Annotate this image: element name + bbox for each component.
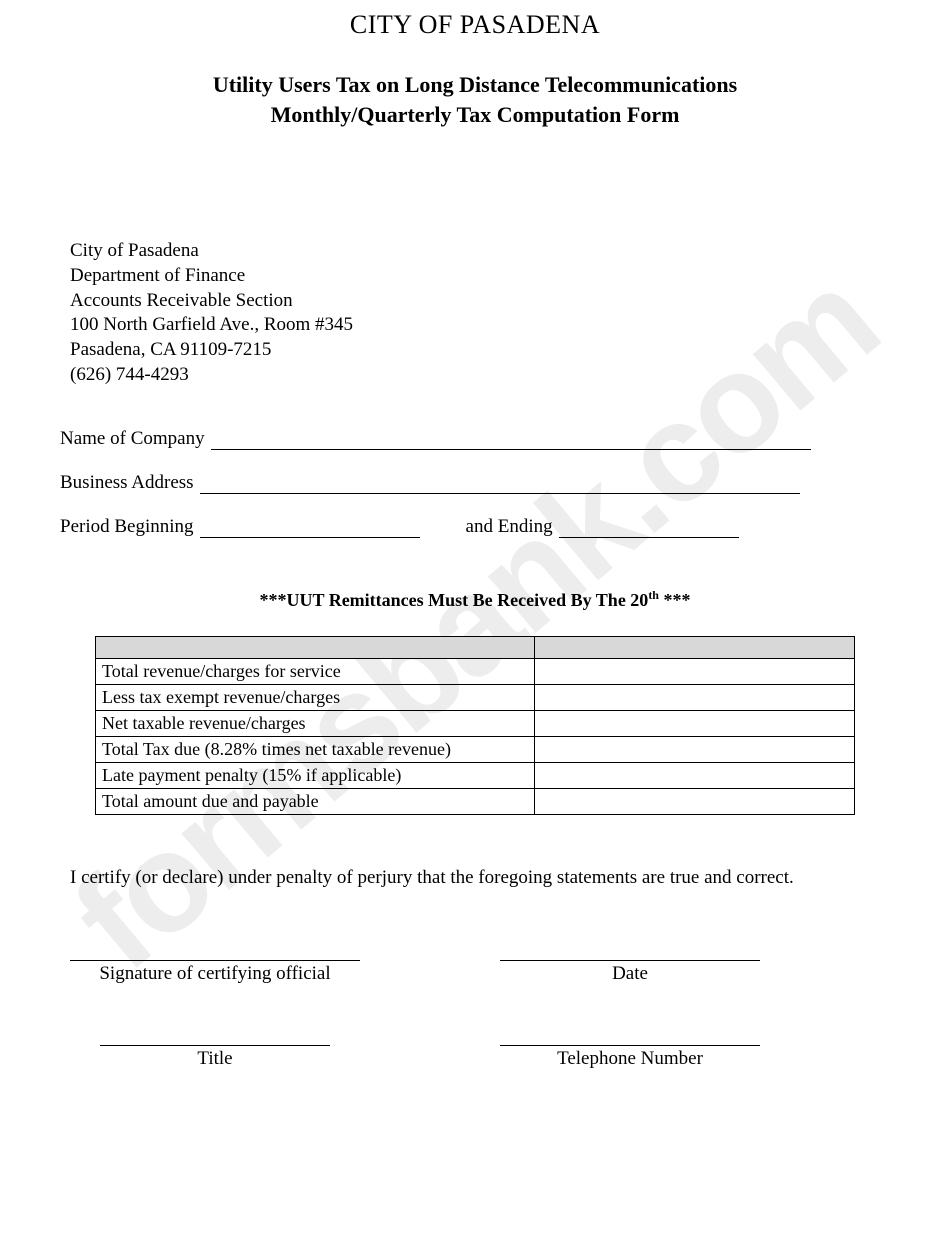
addr-line2: Department of Finance [70, 264, 890, 289]
row-value[interactable] [535, 736, 855, 762]
tax-table: Total revenue/charges for service Less t… [95, 636, 855, 815]
addr-line6: (626) 744-4293 [70, 363, 890, 388]
addr-line3: Accounts Receivable Section [70, 289, 890, 314]
table-header-1 [96, 636, 535, 658]
table-row: Total revenue/charges for service [96, 658, 855, 684]
addr-line4: 100 North Garfield Ave., Room #345 [70, 313, 890, 338]
form-fields: Name of Company Business Address Period … [60, 428, 890, 538]
row-label: Total Tax due (8.28% times net taxable r… [96, 736, 535, 762]
form-title: Utility Users Tax on Long Distance Telec… [60, 70, 890, 129]
notice-sup: th [648, 588, 659, 602]
table-row: Net taxable revenue/charges [96, 710, 855, 736]
phone-cell: Telephone Number [500, 1045, 760, 1070]
row-label: Total revenue/charges for service [96, 658, 535, 684]
row-value[interactable] [535, 788, 855, 814]
company-label: Name of Company [60, 428, 205, 450]
title-line2: Monthly/Quarterly Tax Computation Form [271, 102, 680, 127]
addr-line5: Pasadena, CA 91109-7215 [70, 338, 890, 363]
title-line1: Utility Users Tax on Long Distance Telec… [213, 72, 737, 97]
table-row: Less tax exempt revenue/charges [96, 684, 855, 710]
period-row: Period Beginning and Ending [60, 516, 890, 538]
addr-line1: City of Pasadena [70, 239, 890, 264]
company-row: Name of Company [60, 428, 890, 450]
table-header-row [96, 636, 855, 658]
title-label: Title [100, 1046, 330, 1070]
table-row: Total amount due and payable [96, 788, 855, 814]
business-address-label: Business Address [60, 472, 194, 494]
form-page: formsbank.com CITY OF PASADENA Utility U… [0, 0, 950, 1241]
title-cell: Title [100, 1045, 330, 1070]
period-begin-input-line[interactable] [200, 519, 420, 538]
table-row: Late payment penalty (15% if applicable) [96, 762, 855, 788]
notice-suffix: *** [659, 590, 691, 610]
sig-row-1: Signature of certifying official Date [70, 960, 880, 985]
business-address-input-line[interactable] [200, 475, 800, 494]
row-label: Total amount due and payable [96, 788, 535, 814]
date-cell: Date [500, 960, 760, 985]
company-input-line[interactable] [211, 431, 811, 450]
row-value[interactable] [535, 710, 855, 736]
notice-prefix: ***UUT Remittances Must Be Received By T… [260, 590, 649, 610]
remittance-notice: ***UUT Remittances Must Be Received By T… [60, 588, 890, 611]
org-title: CITY OF PASADENA [60, 10, 890, 40]
table-header-2 [535, 636, 855, 658]
content-wrapper: CITY OF PASADENA Utility Users Tax on Lo… [60, 10, 890, 1070]
row-value[interactable] [535, 762, 855, 788]
certification-text: I certify (or declare) under penalty of … [60, 865, 890, 891]
row-value[interactable] [535, 684, 855, 710]
sig-row-2: Title Telephone Number [70, 1045, 880, 1070]
row-label: Late payment penalty (15% if applicable) [96, 762, 535, 788]
business-address-row: Business Address [60, 472, 890, 494]
row-value[interactable] [535, 658, 855, 684]
period-begin-label: Period Beginning [60, 516, 194, 538]
address-block: City of Pasadena Department of Finance A… [60, 239, 890, 387]
signature-block: Signature of certifying official Date Ti… [60, 960, 890, 1070]
row-label: Net taxable revenue/charges [96, 710, 535, 736]
row-label: Less tax exempt revenue/charges [96, 684, 535, 710]
period-end-label: and Ending [466, 516, 553, 538]
phone-label: Telephone Number [500, 1046, 760, 1070]
sig-official-label: Signature of certifying official [70, 961, 360, 985]
sig-official-cell: Signature of certifying official [70, 960, 360, 985]
period-end-input-line[interactable] [559, 519, 739, 538]
table-row: Total Tax due (8.28% times net taxable r… [96, 736, 855, 762]
date-label: Date [500, 961, 760, 985]
